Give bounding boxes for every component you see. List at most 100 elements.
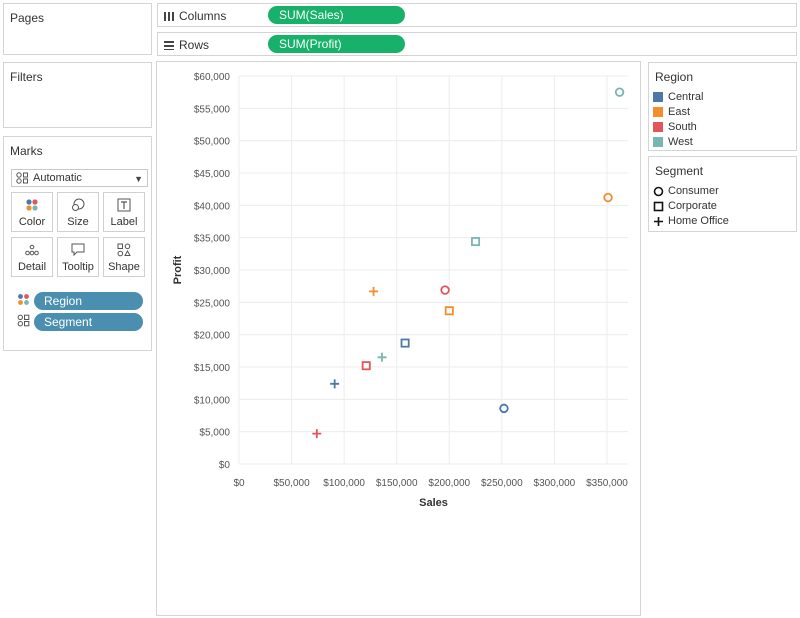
legend-item-consumer[interactable]: Consumer: [653, 185, 719, 197]
columns-icon: [164, 11, 174, 21]
point-west-consumer[interactable]: [614, 87, 625, 97]
x-tick-label: $200,000: [428, 478, 470, 489]
segment-legend-title: Segment: [655, 164, 704, 178]
point-south-consumer[interactable]: [440, 285, 450, 295]
legend-item-home-office[interactable]: Home Office: [653, 215, 729, 227]
y-tick-label: $50,000: [194, 137, 231, 148]
point-central-corporate[interactable]: [400, 338, 410, 348]
label-button-label: Label: [110, 216, 138, 228]
central-swatch: [653, 92, 663, 102]
x-tick-label: $0: [233, 478, 245, 489]
y-tick-label: $25,000: [194, 298, 231, 309]
y-tick-label: $60,000: [194, 72, 231, 83]
point-central-home-office[interactable]: [330, 379, 340, 389]
legend-label-home-office: Home Office: [668, 215, 729, 227]
point-south-home-office[interactable]: [312, 429, 322, 439]
y-axis-ticks: $0 $5,000 $10,000 $15,000 $20,000 $25,000 $30,…: [194, 72, 231, 471]
point-west-corporate[interactable]: [471, 237, 481, 247]
color-button-label: Color: [18, 216, 46, 228]
color-encoding-icon: [18, 294, 29, 305]
y-tick-label: $15,000: [194, 363, 231, 374]
label-icon: [117, 198, 131, 212]
y-tick-label: $0: [219, 460, 231, 471]
size-button[interactable]: Size: [57, 192, 99, 232]
y-tick-label: $5,000: [199, 428, 230, 439]
sum-sales-pill[interactable]: SUM(Sales): [268, 6, 405, 24]
y-tick-label: $35,000: [194, 234, 231, 245]
columns-shelf-label: Columns: [164, 9, 226, 23]
region-legend[interactable]: Region Central East South West: [648, 62, 797, 151]
legend-label-south: South: [668, 121, 697, 133]
marks-title: Marks: [10, 144, 43, 158]
legend-item-corporate[interactable]: Corporate: [653, 200, 717, 212]
columns-label-text: Columns: [179, 9, 227, 23]
mark-type-dropdown[interactable]: Automatic ▼: [11, 169, 148, 187]
shape-button[interactable]: Shape: [103, 237, 145, 277]
tooltip-button-label: Tooltip: [62, 261, 94, 273]
rows-icon: [164, 40, 174, 50]
legend-item-west[interactable]: West: [653, 136, 693, 148]
color-button[interactable]: Color: [11, 192, 53, 232]
gridlines: [238, 75, 628, 465]
plus-shape-icon: [654, 216, 663, 226]
scatter-chart[interactable]: $0 $5,000 $10,000 $15,000 $20,000 $25,000 $30,…: [157, 62, 640, 615]
point-west-home-office[interactable]: [377, 352, 387, 362]
shape-encoding-icon: [17, 314, 30, 327]
x-tick-label: $150,000: [376, 478, 418, 489]
mark-type-value: Automatic: [33, 172, 82, 184]
data-points: [312, 87, 625, 439]
legend-label-consumer: Consumer: [668, 185, 719, 197]
pages-shelf[interactable]: Pages: [3, 3, 152, 55]
point-central-consumer[interactable]: [499, 403, 509, 414]
tooltip-icon: [71, 243, 85, 257]
x-tick-label: $250,000: [481, 478, 523, 489]
color-icon: [26, 199, 38, 211]
rows-shelf-label: Rows: [164, 38, 209, 52]
tooltip-button[interactable]: Tooltip: [57, 237, 99, 277]
rows-shelf[interactable]: Rows SUM(Profit): [157, 32, 797, 56]
pages-title: Pages: [10, 11, 45, 25]
label-button[interactable]: Label: [103, 192, 145, 232]
west-swatch: [653, 137, 663, 147]
sum-profit-pill[interactable]: SUM(Profit): [268, 35, 405, 53]
x-tick-label: $50,000: [273, 478, 310, 489]
point-east-consumer[interactable]: [603, 192, 613, 203]
y-axis-title: Profit: [172, 255, 184, 284]
shape-icon: [117, 243, 131, 257]
legend-item-east[interactable]: East: [653, 106, 690, 118]
x-axis-ticks: $0 $50,000 $100,000 $150,000 $200,000 $250,00…: [233, 478, 628, 489]
legend-label-east: East: [668, 106, 691, 118]
legend-item-central[interactable]: Central: [653, 91, 703, 103]
region-color-pill[interactable]: Region: [34, 292, 143, 310]
east-swatch: [653, 107, 663, 117]
circle-shape-icon: [653, 186, 664, 196]
point-east-home-office[interactable]: [369, 286, 379, 296]
x-tick-label: $350,000: [586, 478, 628, 489]
size-icon: [72, 198, 85, 211]
automatic-mark-icon: [16, 172, 28, 184]
segment-shape-pill[interactable]: Segment: [34, 313, 143, 331]
legend-label-west: West: [668, 136, 693, 148]
point-south-corporate[interactable]: [361, 361, 371, 371]
x-tick-label: $100,000: [323, 478, 365, 489]
size-button-label: Size: [67, 216, 89, 228]
square-shape-icon: [653, 201, 664, 211]
x-axis-title: Sales: [419, 497, 448, 509]
columns-shelf[interactable]: Columns SUM(Sales): [157, 3, 797, 27]
y-tick-label: $40,000: [194, 201, 231, 212]
viz-canvas[interactable]: $0 $5,000 $10,000 $15,000 $20,000 $25,000 $30,…: [156, 61, 641, 616]
south-swatch: [653, 122, 663, 132]
marks-card: Marks Automatic ▼ Color Size Label: [3, 136, 152, 351]
y-tick-label: $30,000: [194, 266, 231, 277]
detail-button[interactable]: Detail: [11, 237, 53, 277]
segment-legend[interactable]: Segment Consumer Corporate Home Office: [648, 156, 797, 232]
filters-shelf[interactable]: Filters: [3, 62, 152, 128]
filters-title: Filters: [10, 70, 43, 84]
legend-label-central: Central: [668, 91, 704, 103]
point-east-corporate[interactable]: [444, 306, 454, 316]
legend-item-south[interactable]: South: [653, 121, 697, 133]
detail-button-label: Detail: [17, 261, 47, 273]
rows-label-text: Rows: [179, 38, 210, 52]
y-tick-label: $45,000: [194, 169, 231, 180]
legend-label-corporate: Corporate: [668, 200, 717, 212]
